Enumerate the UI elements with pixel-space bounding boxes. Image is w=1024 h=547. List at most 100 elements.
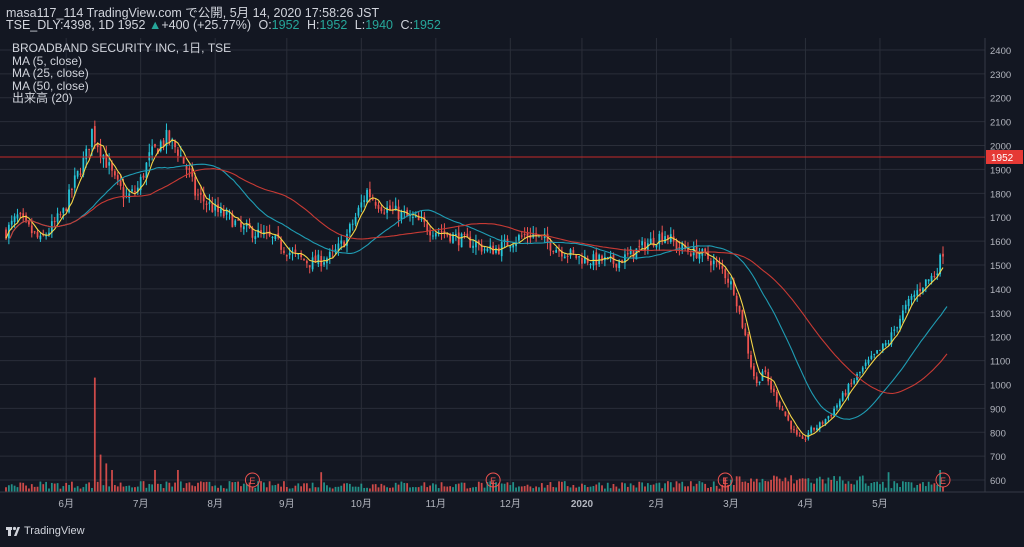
earnings-marker[interactable]	[935, 472, 951, 488]
volume-bar	[248, 482, 251, 492]
volume-bar	[363, 487, 366, 492]
candle-body	[632, 250, 635, 258]
volume-bar	[523, 486, 526, 492]
candle-body	[543, 235, 546, 239]
volume-bar	[861, 475, 864, 492]
volume-bar	[65, 482, 68, 492]
candle-body	[884, 343, 887, 346]
volume-bar	[397, 484, 400, 492]
volume-bar	[208, 481, 211, 492]
symbol-name[interactable]: TSE_DLY:4398, 1D	[6, 18, 115, 32]
volume-bar	[406, 483, 409, 492]
candle-body	[397, 206, 400, 220]
volume-bar	[88, 482, 90, 492]
volume-bar	[638, 481, 641, 492]
volume-bar	[105, 463, 108, 492]
volume-bar	[632, 485, 635, 492]
legend-ma50[interactable]: MA (50, close)	[12, 78, 89, 93]
y-tick-label: 2000	[990, 142, 1011, 153]
candle-body	[773, 388, 775, 393]
candle-body	[664, 236, 666, 243]
volume-bar	[936, 484, 939, 492]
tradingview-brand[interactable]: TradingView	[6, 525, 85, 537]
candle-body	[400, 211, 403, 220]
volume-bar	[400, 481, 403, 492]
candle-body	[927, 279, 930, 282]
volume-bars	[5, 377, 944, 492]
candle-body	[154, 144, 156, 147]
volume-bar	[724, 477, 727, 492]
volume-bar	[366, 487, 368, 492]
volume-bar	[810, 482, 813, 492]
high-value: 1952	[319, 18, 348, 32]
volume-bar	[343, 483, 346, 492]
candle-body	[798, 435, 801, 437]
x-tick-label: 2月	[649, 498, 665, 510]
volume-bar	[767, 481, 770, 492]
candle-body	[497, 247, 500, 254]
earnings-marker-label: E	[490, 476, 496, 486]
volume-bar	[612, 484, 615, 492]
volume-bar	[205, 481, 208, 492]
volume-bar	[672, 487, 675, 492]
volume-bar	[621, 482, 623, 492]
candle-body	[440, 231, 443, 233]
volume-bar	[271, 485, 274, 492]
earnings-marker[interactable]	[485, 472, 501, 488]
volume-bar	[503, 483, 506, 492]
volume-bar	[887, 472, 890, 492]
candle-body	[867, 359, 870, 364]
legend-volume[interactable]: 出来高 (20)	[12, 91, 73, 105]
volume-bar	[409, 487, 411, 492]
candle-body	[558, 250, 560, 252]
candle-body	[179, 155, 182, 157]
volume-bar	[549, 482, 552, 492]
volume-bar	[919, 483, 921, 492]
candle-body	[681, 243, 684, 251]
volume-bar	[429, 485, 431, 492]
volume-bar	[715, 485, 718, 492]
candle-body	[36, 231, 39, 238]
candle-body	[39, 235, 42, 240]
candle-body	[847, 384, 850, 397]
volume-bar	[732, 484, 735, 492]
volume-bar	[317, 487, 320, 492]
volume-bar	[873, 482, 876, 492]
candle-body	[658, 233, 661, 245]
candle-body	[586, 258, 589, 263]
candle-body	[369, 189, 371, 198]
candle-body	[629, 248, 632, 255]
legend-title[interactable]: BROADBAND SECURITY INC, 1日, TSE	[12, 41, 232, 55]
earnings-marker[interactable]	[244, 472, 260, 488]
volume-bar	[506, 482, 509, 492]
volume-bar	[222, 488, 225, 492]
volume-bar	[240, 486, 242, 492]
candle-body	[618, 260, 621, 269]
open-value: 1952	[271, 18, 300, 32]
volume-bar	[199, 481, 202, 492]
legend-ma25[interactable]: MA (25, close)	[12, 66, 89, 80]
candle-body	[678, 247, 681, 249]
candle-body	[821, 422, 824, 424]
volume-bar	[154, 470, 156, 492]
volume-bar	[689, 481, 692, 492]
volume-bar	[311, 482, 314, 492]
x-tick-label: 8月	[207, 498, 223, 510]
candle-body	[707, 251, 709, 260]
volume-bar	[838, 476, 841, 492]
candle-body	[704, 248, 707, 253]
candle-body	[22, 213, 25, 218]
volume-bar	[56, 483, 59, 492]
volume-bar	[145, 487, 148, 492]
earnings-marker[interactable]	[717, 472, 733, 488]
volume-bar	[930, 484, 933, 492]
candle-body	[859, 371, 861, 373]
volume-bar	[159, 484, 162, 492]
candle-body	[764, 370, 767, 373]
volume-bar	[775, 476, 778, 492]
legend-ma5[interactable]: MA (5, close)	[12, 53, 83, 68]
candle-body	[85, 148, 88, 160]
volume-bar	[790, 475, 793, 492]
volume-bar	[53, 483, 56, 492]
